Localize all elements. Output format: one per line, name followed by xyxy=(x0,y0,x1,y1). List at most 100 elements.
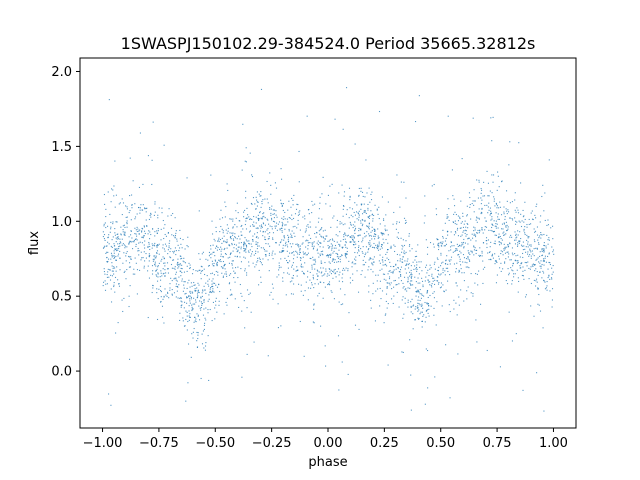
data-point xyxy=(255,208,257,210)
data-point xyxy=(244,250,246,252)
data-point xyxy=(365,159,367,161)
data-point xyxy=(445,237,447,240)
data-point xyxy=(417,307,419,309)
data-point xyxy=(258,219,260,222)
data-point xyxy=(158,262,160,264)
data-point xyxy=(231,294,233,296)
data-point xyxy=(319,246,321,248)
data-point xyxy=(311,212,313,214)
data-point xyxy=(373,235,375,237)
data-point xyxy=(126,216,128,218)
data-point xyxy=(533,315,535,317)
data-point xyxy=(114,267,116,269)
data-point xyxy=(216,249,218,251)
data-point xyxy=(321,275,323,277)
data-point xyxy=(411,280,413,282)
data-point xyxy=(362,259,364,261)
data-point xyxy=(141,227,143,229)
data-point xyxy=(260,206,262,208)
data-point xyxy=(201,253,203,255)
data-point xyxy=(244,242,246,244)
data-point xyxy=(434,376,436,378)
data-point xyxy=(517,291,519,293)
data-point xyxy=(479,229,481,231)
chart-title: 1SWASPJ150102.29-384524.0 Period 35665.3… xyxy=(121,34,536,53)
data-point xyxy=(350,224,352,226)
data-point xyxy=(103,238,106,240)
data-point xyxy=(474,234,477,236)
data-point xyxy=(155,270,158,272)
data-point xyxy=(240,268,242,270)
data-point xyxy=(401,244,403,247)
data-point xyxy=(542,248,544,250)
data-point xyxy=(521,245,523,247)
data-point xyxy=(503,231,505,233)
data-point xyxy=(123,271,125,273)
data-point xyxy=(291,236,293,239)
data-point xyxy=(497,216,499,218)
data-point xyxy=(175,296,177,298)
data-point xyxy=(308,234,310,236)
data-point xyxy=(282,244,284,246)
data-point xyxy=(199,300,201,302)
data-point xyxy=(522,266,524,268)
data-point xyxy=(118,285,121,287)
data-point xyxy=(474,282,476,284)
data-point xyxy=(342,303,344,305)
data-point xyxy=(456,243,458,245)
data-point xyxy=(295,208,298,210)
data-point xyxy=(320,325,322,327)
data-point xyxy=(259,230,261,232)
data-point xyxy=(115,332,117,334)
data-point xyxy=(280,258,282,260)
data-point xyxy=(403,252,405,254)
data-point xyxy=(143,244,145,246)
data-point xyxy=(357,213,360,215)
data-point xyxy=(222,256,224,258)
data-point xyxy=(283,216,285,218)
data-point xyxy=(181,301,183,303)
data-point xyxy=(220,246,222,248)
data-point xyxy=(415,281,417,283)
data-point xyxy=(316,249,318,252)
data-point xyxy=(468,252,470,254)
data-point xyxy=(182,290,184,292)
data-point xyxy=(318,256,320,258)
data-point xyxy=(507,209,509,211)
data-point xyxy=(173,278,175,280)
data-point xyxy=(150,213,152,215)
data-point xyxy=(229,256,231,258)
data-point xyxy=(278,251,281,253)
data-point xyxy=(157,228,159,230)
data-point xyxy=(429,268,431,270)
data-point xyxy=(102,285,104,287)
data-point xyxy=(517,242,519,244)
data-point xyxy=(367,269,369,271)
data-point xyxy=(210,248,212,250)
data-point xyxy=(152,260,154,262)
data-point xyxy=(364,219,366,221)
data-point xyxy=(498,255,500,257)
data-point xyxy=(464,220,466,222)
data-point xyxy=(260,217,262,219)
data-point xyxy=(369,257,371,259)
data-point xyxy=(482,195,484,197)
data-point xyxy=(291,214,293,216)
data-point xyxy=(175,285,177,288)
data-point xyxy=(545,247,547,249)
data-point xyxy=(409,282,411,284)
data-point xyxy=(249,218,251,221)
data-point xyxy=(109,279,112,281)
data-point xyxy=(511,201,513,203)
data-point xyxy=(551,288,554,290)
data-point xyxy=(480,187,482,190)
data-point xyxy=(481,252,483,254)
data-point xyxy=(330,269,332,271)
data-point xyxy=(459,216,461,218)
data-point xyxy=(542,270,544,272)
data-point xyxy=(178,249,180,252)
data-point xyxy=(501,251,504,253)
data-point xyxy=(358,214,360,216)
data-point xyxy=(102,247,105,249)
data-point xyxy=(526,239,528,241)
